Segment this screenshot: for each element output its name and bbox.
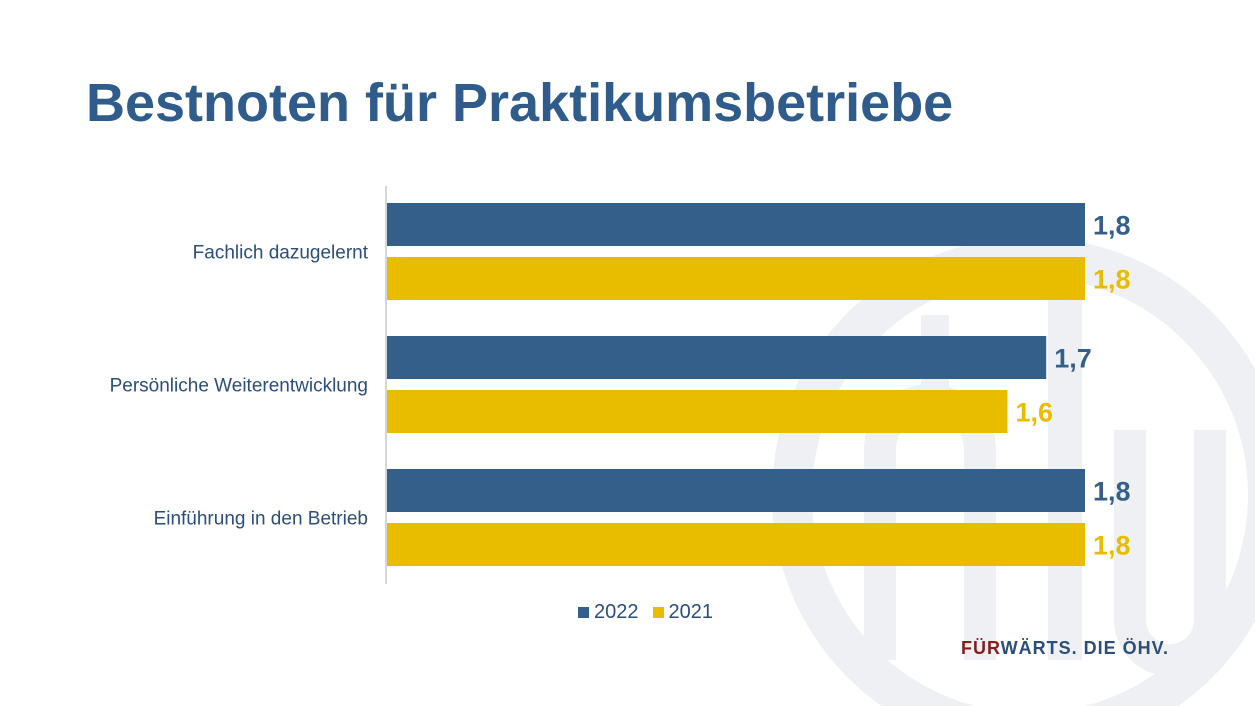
data-label-2022: 1,7 <box>1054 344 1092 374</box>
bar-2021 <box>387 257 1085 300</box>
legend: 2022 2021 <box>578 601 727 624</box>
brand-tagline: FÜRWÄRTS. DIE ÖHV. <box>961 638 1169 659</box>
bar-2022 <box>387 336 1047 379</box>
tagline-part1: FÜR <box>961 638 1001 658</box>
legend-label-2021: 2021 <box>668 601 714 623</box>
watermark-arch <box>1114 430 1226 676</box>
tagline-part2: WÄRTS. DIE ÖHV. <box>1000 638 1170 658</box>
slide-title: Bestnoten für Praktikumsbetriebe <box>86 73 954 133</box>
bar-2022 <box>387 469 1085 512</box>
data-label-2022: 1,8 <box>1093 477 1131 507</box>
bar-2021 <box>387 390 1008 433</box>
legend-swatch-2021 <box>652 607 664 618</box>
bar-2021 <box>387 523 1085 566</box>
category-label: Einführung in den Betrieb <box>154 509 368 530</box>
data-label-2021: 1,6 <box>1015 398 1053 428</box>
legend-label-2022: 2022 <box>594 601 639 623</box>
data-label-2022: 1,8 <box>1093 211 1131 241</box>
legend-item-2021: 2021 <box>652 601 714 624</box>
data-label-2021: 1,8 <box>1093 265 1131 295</box>
bar-2022 <box>387 203 1085 246</box>
category-label: Persönliche Weiterentwicklung <box>110 376 368 397</box>
legend-swatch-2022 <box>578 607 589 618</box>
category-label: Fachlich dazugelernt <box>193 243 369 264</box>
data-label-2021: 1,8 <box>1093 531 1131 561</box>
legend-item-2022: 2022 <box>578 601 639 624</box>
